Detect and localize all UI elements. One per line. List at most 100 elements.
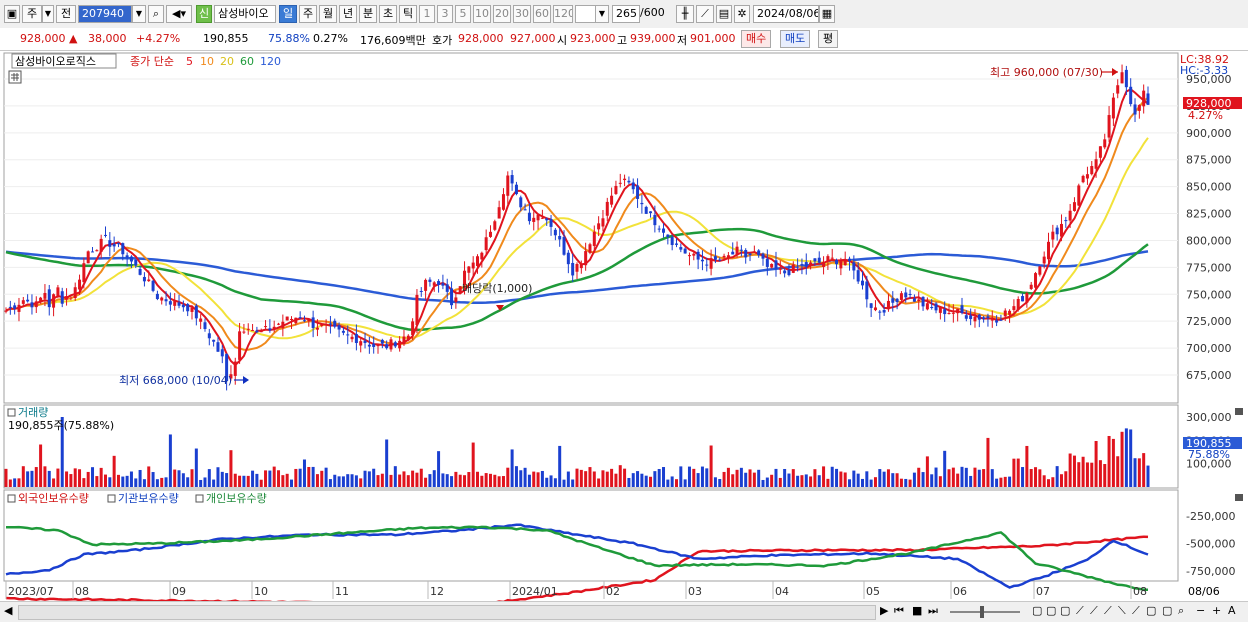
volume-bar — [1051, 477, 1055, 487]
period-tab-week[interactable]: 주 — [299, 5, 317, 23]
minute-option-60[interactable]: 60 — [533, 5, 551, 23]
stock-code-input[interactable]: 207940 — [78, 5, 132, 23]
date-input[interactable]: 2024/08/06 — [753, 5, 819, 23]
low-price: 901,000 — [690, 32, 736, 45]
open-price: 923,000 — [570, 32, 616, 45]
price-tick-label: 825,000 — [1186, 208, 1232, 221]
candle-body — [207, 333, 211, 339]
speaker-icon[interactable]: ◀▾ — [166, 5, 192, 23]
sell-button[interactable]: 매도 — [780, 30, 811, 48]
volume-bar — [986, 437, 990, 487]
zoom-out-icon[interactable]: − — [1196, 604, 1206, 617]
zoom-slider[interactable] — [950, 611, 1020, 613]
volume-bar — [168, 434, 172, 487]
candle-body — [160, 297, 164, 301]
candle-body — [527, 212, 531, 222]
tool-icon-6[interactable]: ⟋ — [1104, 604, 1112, 617]
zoom-slider-handle[interactable] — [980, 606, 984, 618]
candle-type-icon[interactable]: ╫ — [676, 5, 694, 23]
candle-body — [1120, 72, 1124, 84]
candle-body — [873, 307, 877, 311]
prev-button[interactable]: 전 — [56, 5, 76, 23]
candle-body — [246, 328, 250, 330]
stop-icon[interactable]: ■ — [912, 604, 923, 617]
candle-body — [848, 258, 852, 262]
chevron-down-icon[interactable]: ▼ — [42, 5, 54, 23]
period-tab-year[interactable]: 년 — [339, 5, 357, 23]
minute-option-10[interactable]: 10 — [473, 5, 491, 23]
x-tick-label: 05 — [866, 585, 880, 598]
x-tick-label: 2023/07 — [8, 585, 54, 598]
buy-button[interactable]: 매수 — [741, 30, 772, 48]
save-icon[interactable]: ▤ — [716, 5, 732, 23]
scroll-left-icon[interactable]: ◀ — [4, 604, 13, 617]
gear-icon[interactable]: ✲ — [734, 5, 750, 23]
volume-bar — [566, 471, 570, 487]
draw-line-icon[interactable]: ⟋ — [696, 5, 714, 23]
tool-icon-4[interactable]: ⟋ — [1076, 604, 1084, 617]
candle-body — [757, 250, 761, 256]
x-tick-label: 06 — [953, 585, 967, 598]
holdings-panel-close-icon[interactable] — [1235, 494, 1243, 501]
tool-icon-2[interactable]: ▢ — [1046, 604, 1057, 617]
candle-body — [899, 293, 903, 300]
tool-icon-9[interactable]: ▢ — [1146, 604, 1157, 617]
tool-icon-10[interactable]: ▢ — [1162, 604, 1173, 617]
candle-body — [411, 321, 415, 335]
tool-icon-7[interactable]: ⟍ — [1118, 604, 1126, 617]
volume-bar — [86, 471, 90, 487]
period-tab-month[interactable]: 월 — [319, 5, 337, 23]
minute-option-20[interactable]: 20 — [493, 5, 511, 23]
minute-option-5[interactable]: 5 — [455, 5, 471, 23]
ask-price: 928,000 — [458, 32, 504, 45]
zoom-in-icon[interactable]: + — [1212, 604, 1222, 617]
minute-option-30[interactable]: 30 — [513, 5, 531, 23]
evaluate-button[interactable]: 평 — [818, 30, 839, 48]
candle-body — [471, 262, 475, 269]
custom-period-dropdown-icon[interactable]: ▼ — [595, 5, 609, 23]
count-input[interactable]: 265 — [612, 5, 640, 23]
minute-option-3[interactable]: 3 — [437, 5, 453, 23]
period-tab-second[interactable]: 초 — [379, 5, 397, 23]
tool-icon-1[interactable]: ▢ — [1032, 604, 1043, 617]
window-menu-icon[interactable]: ▣ — [4, 5, 20, 23]
period-tab-tick[interactable]: 틱 — [399, 5, 417, 23]
volume-bar — [575, 468, 579, 487]
y-axis: 950,000925,000900,000875,000850,000825,0… — [1186, 73, 1235, 578]
candle-body — [129, 256, 133, 262]
candle-body — [713, 256, 717, 260]
volume-panel-close-icon[interactable] — [1235, 408, 1243, 415]
change-percent: +4.27% — [136, 32, 181, 45]
candle-body — [623, 178, 627, 181]
auto-scale-icon[interactable]: A — [1228, 604, 1236, 617]
candle-body — [964, 315, 968, 319]
search-icon[interactable]: ⌕ — [148, 5, 164, 23]
period-tab-day[interactable]: 일 — [279, 5, 297, 23]
price-tick-label: 700,000 — [1186, 342, 1232, 355]
zoom-search-icon[interactable]: ⌕ — [1178, 604, 1185, 617]
low-label: 저 — [677, 34, 688, 47]
chart-area[interactable]: 950,000925,000900,000875,000850,000825,0… — [0, 51, 1248, 607]
code-dropdown-icon[interactable]: ▼ — [132, 5, 146, 23]
minute-option-120[interactable]: 120 — [553, 5, 573, 23]
volume-bar — [341, 476, 345, 487]
volume-bar — [220, 471, 224, 487]
candle-body — [843, 260, 847, 266]
horizontal-scrollbar[interactable] — [18, 605, 876, 620]
period-type-select[interactable]: 주 — [22, 5, 42, 23]
fast-forward-icon[interactable]: ⏭ — [928, 604, 938, 617]
tool-icon-3[interactable]: ▢ — [1060, 604, 1071, 617]
tool-icon-5[interactable]: ⟋ — [1090, 604, 1098, 617]
scroll-right-icon[interactable]: ▶ — [880, 604, 889, 617]
stock-chart-svg[interactable]: 950,000925,000900,000875,000850,000825,0… — [0, 51, 1248, 607]
table-toggle-icon[interactable] — [8, 70, 22, 84]
stock-name-field[interactable]: 삼성바이오 — [214, 5, 276, 23]
volume-bar — [527, 474, 531, 487]
calendar-icon[interactable]: ▦ — [819, 5, 835, 23]
period-tab-minute[interactable]: 분 — [359, 5, 377, 23]
minute-option-1[interactable]: 1 — [419, 5, 435, 23]
tool-icon-8[interactable]: ⟋ — [1132, 604, 1140, 617]
rewind-icon[interactable]: ⏮ — [894, 604, 904, 617]
volume-bar — [674, 479, 678, 487]
candle-body — [752, 251, 756, 253]
